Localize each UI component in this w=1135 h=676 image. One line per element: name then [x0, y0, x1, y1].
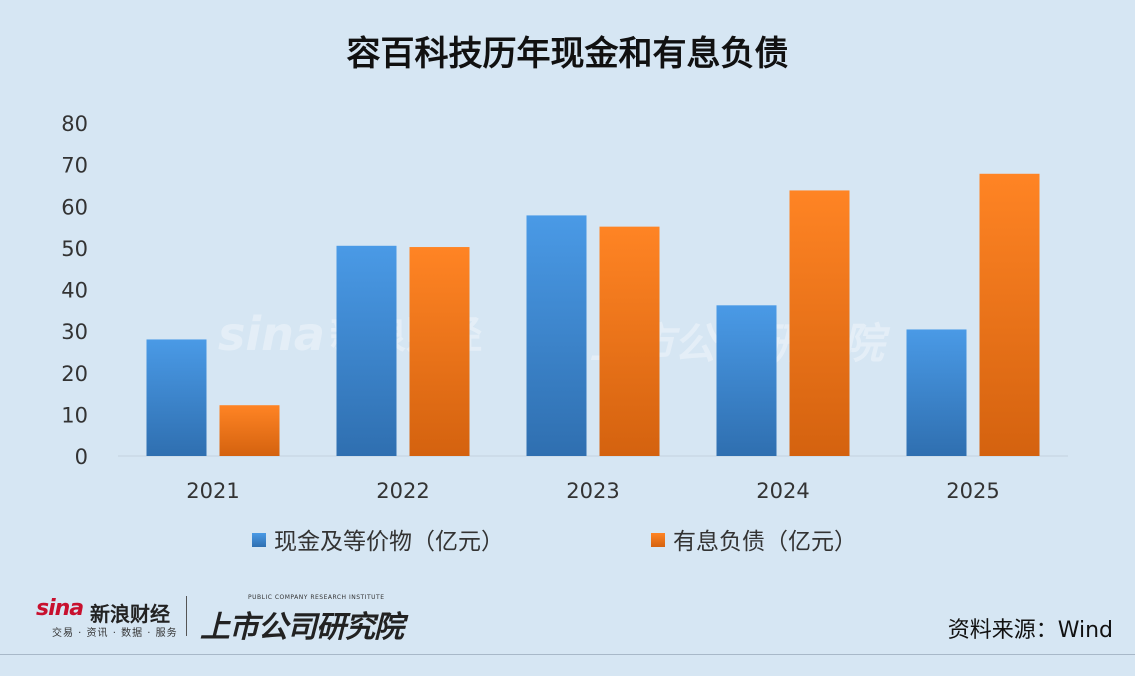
y-tick-label: 20 — [61, 362, 88, 386]
bar-debt — [979, 173, 1040, 456]
sina-tagline: 交易 · 资讯 · 数据 · 服务 — [52, 628, 178, 639]
svg-text:sina: sina — [218, 307, 325, 361]
bottom-divider — [0, 654, 1135, 655]
bar-cash — [716, 305, 777, 456]
x-tick-label: 2024 — [756, 479, 809, 503]
bar-chart: sina 新浪财经 上市公司研究院 0102030405060708020212… — [61, 112, 1068, 555]
logo-divider — [186, 596, 187, 636]
institute-english-name: PUBLIC COMPANY RESEARCH INSTITUTE — [248, 594, 385, 601]
legend-label: 有息负债（亿元） — [673, 529, 857, 555]
bar-debt — [789, 190, 850, 456]
institute-logo: 上市公司研究院 — [200, 610, 404, 645]
legend-swatch — [651, 533, 665, 547]
legend-swatch — [252, 533, 266, 547]
chart-title: 容百科技历年现金和有息负债 — [346, 34, 789, 74]
bar-cash — [526, 215, 587, 456]
bar-debt — [219, 405, 280, 456]
sina-logo: sina — [36, 596, 84, 621]
bar-cash — [146, 339, 207, 456]
x-tick-label: 2025 — [946, 479, 999, 503]
legend-label: 现金及等价物（亿元） — [274, 529, 504, 555]
bar-debt — [409, 247, 470, 456]
y-tick-label: 70 — [61, 154, 88, 178]
y-tick-label: 30 — [61, 320, 88, 344]
x-tick-label: 2023 — [566, 479, 619, 503]
y-tick-label: 60 — [61, 195, 88, 219]
bar-cash — [906, 329, 967, 456]
sina-finance-name: 新浪财经 — [90, 602, 170, 626]
y-tick-label: 80 — [61, 112, 88, 136]
bar-cash — [336, 245, 397, 456]
y-tick-label: 0 — [75, 445, 88, 469]
source-note: 资料来源：Wind — [947, 618, 1113, 643]
y-tick-label: 50 — [61, 237, 88, 261]
brand-logos: sina 新浪财经 交易 · 资讯 · 数据 · 服务 PUBLIC COMPA… — [36, 594, 416, 645]
y-tick-label: 10 — [61, 403, 88, 427]
y-tick-label: 40 — [61, 279, 88, 303]
x-tick-label: 2021 — [186, 479, 239, 503]
x-tick-label: 2022 — [376, 479, 429, 503]
bar-debt — [599, 226, 660, 456]
